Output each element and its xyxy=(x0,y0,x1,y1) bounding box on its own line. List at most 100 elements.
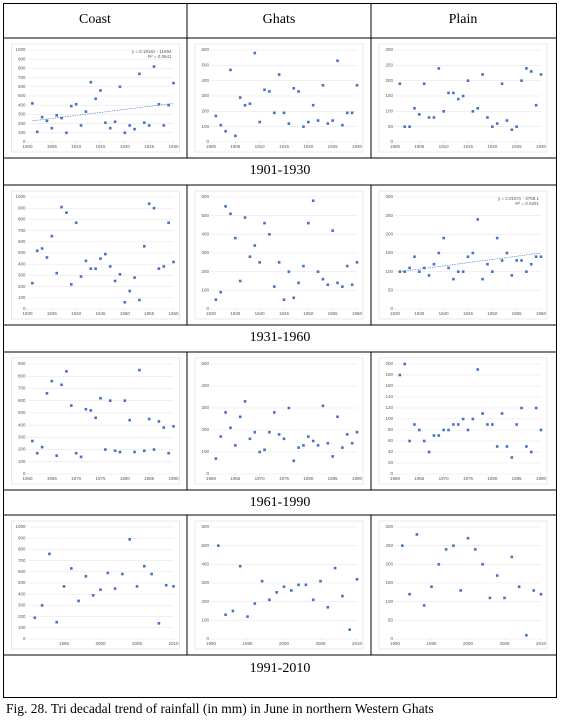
x-tick-label: 1930 xyxy=(390,311,401,316)
y-tick-label: 300 xyxy=(201,250,209,255)
point xyxy=(408,266,411,270)
point xyxy=(422,439,426,443)
point xyxy=(461,417,465,421)
point xyxy=(128,124,131,127)
point xyxy=(104,121,107,124)
point xyxy=(447,428,450,432)
y-tick-label: 300 xyxy=(18,435,26,440)
y-tick-label: 700 xyxy=(18,386,26,391)
point xyxy=(336,415,339,419)
point xyxy=(272,411,276,414)
point xyxy=(55,114,58,117)
y-tick-label: 300 xyxy=(385,524,393,529)
point xyxy=(231,609,235,613)
y-tick-label: 900 xyxy=(18,535,26,540)
point xyxy=(133,127,136,131)
column-header: Coast xyxy=(79,12,111,27)
x-tick-label: 1980 xyxy=(120,476,131,481)
point xyxy=(162,124,166,127)
chart-frame xyxy=(378,190,548,320)
y-tick-label: 120 xyxy=(385,405,393,410)
point xyxy=(121,572,124,576)
y-tick-label: 300 xyxy=(385,47,393,52)
point xyxy=(427,116,431,119)
y-tick-label: 500 xyxy=(18,93,26,98)
point xyxy=(336,59,339,63)
point xyxy=(40,247,44,250)
point xyxy=(515,125,518,128)
y-tick-label: 600 xyxy=(18,84,26,89)
point xyxy=(118,85,122,89)
x-tick-label: 1910 xyxy=(439,144,450,149)
y-tick-label: 60 xyxy=(388,438,394,443)
y-tick-label: 0 xyxy=(23,471,26,476)
column-header: Ghats xyxy=(263,12,296,27)
point xyxy=(316,444,320,447)
point xyxy=(152,206,156,210)
point xyxy=(214,457,218,460)
point xyxy=(495,574,499,577)
y-tick-label: 700 xyxy=(18,75,26,80)
y-tick-label: 100 xyxy=(201,618,209,623)
point xyxy=(326,122,330,125)
y-tick-label: 900 xyxy=(18,205,26,210)
point xyxy=(79,124,83,127)
point xyxy=(268,90,271,93)
point xyxy=(432,262,436,266)
point xyxy=(331,455,334,458)
point xyxy=(413,255,416,259)
point xyxy=(272,285,276,288)
point xyxy=(495,236,499,240)
y-tick-label: 200 xyxy=(385,78,393,83)
point xyxy=(442,110,445,113)
point xyxy=(471,251,475,255)
point xyxy=(486,116,489,119)
point xyxy=(65,370,68,373)
period-label: 1901-1930 xyxy=(250,163,311,178)
point xyxy=(333,566,337,570)
x-tick-label: 1985 xyxy=(512,476,523,481)
point xyxy=(133,276,136,279)
trend-annotation: y = 6.1915x - 11694 xyxy=(132,49,172,54)
point xyxy=(529,262,533,266)
period-label: 1961-1990 xyxy=(250,495,311,510)
y-tick-label: 300 xyxy=(385,194,393,199)
point xyxy=(403,362,407,366)
point xyxy=(84,407,88,411)
point xyxy=(336,281,339,285)
x-tick-label: 1905 xyxy=(47,144,58,149)
point xyxy=(128,418,131,422)
x-tick-label: 1925 xyxy=(512,144,523,149)
point xyxy=(292,459,296,463)
y-tick-label: 0 xyxy=(23,306,26,311)
point xyxy=(138,298,141,302)
point xyxy=(525,633,528,637)
chart-frame xyxy=(378,43,548,153)
point xyxy=(167,451,170,455)
point xyxy=(345,264,349,268)
x-tick-label: 1955 xyxy=(328,311,339,316)
y-tick-label: 100 xyxy=(201,449,209,454)
x-tick-label: 1990 xyxy=(390,641,401,646)
point xyxy=(539,73,543,76)
x-tick-label: 2005 xyxy=(499,641,510,646)
point xyxy=(89,409,93,412)
x-tick-label: 1945 xyxy=(463,311,474,316)
point xyxy=(258,120,261,124)
point xyxy=(60,205,63,209)
point xyxy=(48,552,51,556)
point xyxy=(456,270,460,273)
y-tick-label: 500 xyxy=(201,543,209,548)
point xyxy=(147,124,151,127)
point xyxy=(89,267,93,270)
point xyxy=(70,404,73,407)
point xyxy=(234,134,237,138)
point xyxy=(84,110,88,113)
y-tick-label: 200 xyxy=(201,427,209,432)
point xyxy=(172,425,175,428)
point xyxy=(70,283,73,286)
point xyxy=(510,555,514,559)
x-tick-label: 1970 xyxy=(439,476,450,481)
point xyxy=(104,252,107,256)
point xyxy=(481,563,484,566)
